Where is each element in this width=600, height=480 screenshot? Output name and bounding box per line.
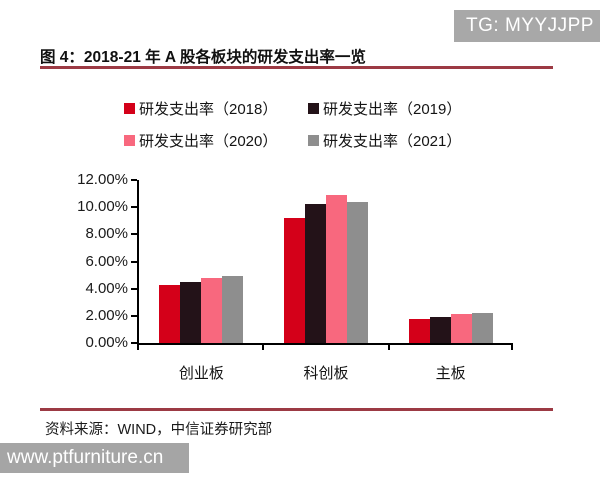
- x-category-label: 科创板: [303, 365, 349, 382]
- bar-主板-研发支出率（2019）: [429, 317, 451, 343]
- legend-label-2020: 研发支出率（2020）: [139, 133, 278, 150]
- plot-area: [137, 180, 513, 345]
- y-tick-mark: [131, 342, 137, 344]
- tg-channel-badge: TG: MYYJJPP: [454, 10, 600, 42]
- bar-创业板-研发支出率（2021）: [222, 276, 244, 343]
- footer-rule-divider: [40, 408, 553, 411]
- x-tick-mark: [511, 343, 513, 350]
- y-tick-label: 4.00%: [85, 279, 128, 297]
- legend-swatch-2019-icon: [308, 103, 319, 114]
- y-tick-label: 12.00%: [77, 171, 128, 188]
- title-rule-divider: [40, 66, 553, 69]
- legend-item-2021: 研发支出率（2021）: [308, 130, 476, 151]
- legend-item-2018: 研发支出率（2018）: [124, 98, 292, 119]
- x-tick-mark: [137, 343, 139, 350]
- bar-主板-研发支出率（2018）: [408, 318, 430, 343]
- bar-创业板-研发支出率（2020）: [201, 277, 223, 343]
- y-tick-label: 8.00%: [85, 225, 128, 243]
- x-tick-mark: [387, 343, 390, 350]
- y-tick-label: 6.00%: [85, 252, 128, 270]
- y-tick-mark: [131, 206, 137, 209]
- legend-swatch-2020-icon: [124, 135, 135, 146]
- bar-chart: 0.00% 2.00% 4.00% 6.00% 8.00% 10.00% 12.00% 创业…: [0, 172, 600, 388]
- y-tick-label: 0.00%: [85, 334, 128, 351]
- y-tick-mark: [131, 233, 137, 236]
- y-tick-label: 2.00%: [85, 306, 128, 324]
- legend-label-2021: 研发支出率（2021）: [323, 133, 462, 150]
- source-text: 资料来源：WIND，中信证券研究部: [45, 422, 273, 438]
- bar-科创板-研发支出率（2018）: [283, 218, 305, 343]
- bar-科创板-研发支出率（2019）: [304, 204, 326, 343]
- watermark-badge: www.ptfurniture.cn: [0, 443, 189, 473]
- legend-label-2019: 研发支出率（2019）: [323, 101, 462, 118]
- y-tick-mark: [131, 314, 137, 317]
- legend-row: 研发支出率（2020） 研发支出率（2021）: [0, 130, 600, 151]
- bar-创业板-研发支出率（2019）: [180, 281, 202, 343]
- y-tick-label: 10.00%: [77, 198, 128, 216]
- figure-title: 图 4：2018-21 年 A 股各板块的研发支出率一览: [40, 49, 366, 66]
- bar-科创板-研发支出率（2021）: [346, 201, 368, 343]
- bar-group-主板: [388, 180, 513, 343]
- bar-主板-研发支出率（2021）: [471, 313, 493, 343]
- x-category-label: 主板: [435, 365, 466, 382]
- legend-swatch-2018-icon: [124, 103, 135, 114]
- y-tick-mark: [131, 179, 137, 181]
- bar-科创板-研发支出率（2020）: [325, 194, 347, 343]
- legend-swatch-2021-icon: [308, 135, 319, 146]
- legend-row: 研发支出率（2018） 研发支出率（2019）: [0, 98, 600, 119]
- chart-legend: 研发支出率（2018） 研发支出率（2019） 研发支出率（2020） 研发支出…: [0, 98, 600, 162]
- x-axis-labels: 创业板 科创板 主板: [139, 362, 513, 383]
- x-tick-mark: [262, 343, 265, 350]
- bar-group-创业板: [139, 180, 264, 343]
- legend-label-2018: 研发支出率（2018）: [139, 101, 278, 118]
- bar-group-科创板: [264, 180, 389, 343]
- legend-item-2020: 研发支出率（2020）: [124, 130, 292, 151]
- x-category-label: 创业板: [178, 365, 224, 382]
- legend-item-2019: 研发支出率（2019）: [308, 98, 476, 119]
- bar-主板-研发支出率（2020）: [450, 314, 472, 343]
- bar-创业板-研发支出率（2018）: [159, 284, 181, 343]
- y-tick-mark: [131, 287, 137, 290]
- y-tick-mark: [131, 260, 137, 263]
